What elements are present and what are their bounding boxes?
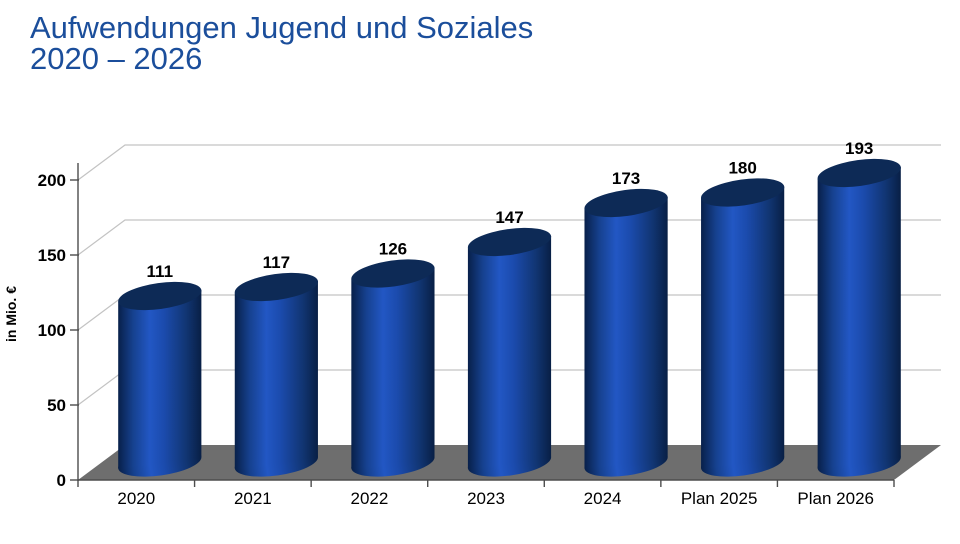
gridline-150 (77, 219, 941, 256)
cylinder-top (234, 272, 318, 302)
cylinder-2020 (118, 281, 202, 477)
x-category-label-2023: 2023 (467, 489, 505, 508)
y-tick-label-50: 50 (47, 396, 66, 415)
value-label-Plan 2025: 180 (728, 159, 756, 178)
chart-title: Aufwendungen Jugend und Soziales 2020 – … (30, 12, 533, 74)
value-label-Plan 2026: 193 (845, 139, 873, 158)
y-tick-label-100: 100 (38, 321, 66, 340)
y-axis-title: in Mio. € (3, 286, 19, 342)
cylinder-top (351, 259, 435, 288)
cylinder-body (118, 290, 202, 469)
cylinder-body (234, 281, 318, 469)
x-category-label-Plan-2025: Plan 2025 (681, 489, 758, 508)
cylinder-top (584, 188, 668, 218)
x-category-label-2022: 2022 (351, 489, 389, 508)
cylinder-top (817, 158, 901, 188)
cylinder-body (701, 186, 785, 469)
y-tick-label-200: 200 (38, 171, 66, 190)
value-label-2020: 111 (147, 262, 174, 281)
value-label-2023: 147 (495, 208, 523, 227)
y-tick-label-0: 0 (57, 471, 66, 490)
cylinder-body (467, 236, 552, 469)
cylinder-body (351, 267, 435, 469)
cylinder-body (817, 167, 901, 469)
value-label-2024: 173 (612, 169, 640, 188)
cylinder-top (118, 281, 202, 311)
value-label-2021: 117 (263, 253, 290, 272)
value-label-2022: 126 (379, 240, 407, 259)
axes (70, 163, 895, 487)
cylinder-2021 (234, 272, 318, 477)
y-tick-label-150: 150 (38, 246, 66, 265)
x-category-label-Plan-2026: Plan 2026 (797, 489, 874, 508)
chart-title-line1: Aufwendungen Jugend und Soziales (30, 10, 534, 45)
x-category-label-2020: 2020 (117, 489, 155, 508)
cylinder-body (584, 197, 668, 469)
cylinder-2024 (584, 188, 668, 477)
cylinder-2023 (467, 227, 552, 477)
x-category-label-2021: 2021 (234, 489, 272, 508)
cylinder-top (467, 227, 552, 257)
x-category-label-2024: 2024 (584, 489, 622, 508)
cylinder-top (701, 178, 785, 207)
gridline-200 (77, 144, 941, 181)
cylinder-Plan 2025 (701, 178, 785, 477)
cylinder-Plan 2026 (817, 158, 901, 477)
cylinder-2022 (351, 259, 435, 477)
chart-title-line2: 2020 – 2026 (30, 41, 203, 76)
